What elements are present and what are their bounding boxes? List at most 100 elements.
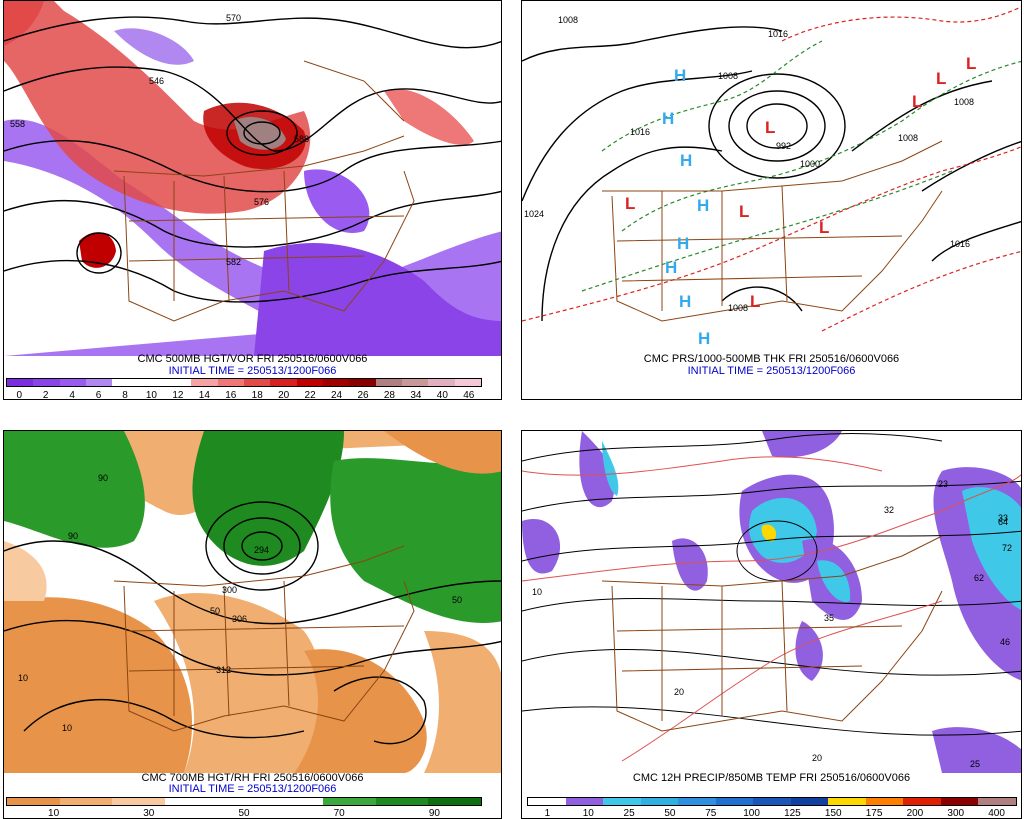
colorbar-label: 26 xyxy=(357,390,369,400)
colorbar-label: 175 xyxy=(865,808,883,819)
high-pressure-center: H xyxy=(677,234,689,253)
colorbar-swatch xyxy=(940,798,979,805)
colorbar-label: 50 xyxy=(664,808,676,819)
colorbar-swatch xyxy=(7,379,34,386)
high-pressure-center: H xyxy=(698,329,710,348)
colorbar-swatch xyxy=(565,798,604,805)
precip-value-label: 62 xyxy=(974,573,984,583)
isobar-label: 1016 xyxy=(630,127,650,137)
colorbar-label: 40 xyxy=(436,390,448,400)
precip-value-label: 33 xyxy=(998,513,1008,523)
colorbar-swatch xyxy=(349,379,376,386)
contour-label: 10 xyxy=(18,673,28,683)
map-700mb-rh: 306 312 300 294 50 10 90 90 50 10 xyxy=(4,431,501,773)
contour-label: 570 xyxy=(226,13,241,23)
colorbar-swatch xyxy=(270,379,297,386)
precip-value-label: 35 xyxy=(824,613,834,623)
colorbar-swatch xyxy=(112,379,139,386)
isobar-label: 1016 xyxy=(768,29,788,39)
low-pressure-center: L xyxy=(765,118,775,137)
high-pressure-center: H xyxy=(680,151,692,170)
colorbar-swatch xyxy=(164,379,192,386)
colorbar-swatch xyxy=(59,379,86,386)
low-markers: L L L L L L L L xyxy=(625,54,976,311)
colorbar-swatch xyxy=(217,379,244,386)
colorbar-swatch xyxy=(978,798,1016,805)
political-borders xyxy=(113,60,415,322)
colorbar-swatch xyxy=(112,798,166,805)
high-pressure-center: H xyxy=(674,66,686,85)
precip-fill xyxy=(522,431,1021,773)
panel-pressure-thickness: H H H H H H H H L L L L L L L L 1008 101… xyxy=(521,0,1022,400)
colorbar-swatch xyxy=(375,798,429,805)
colorbar-precip xyxy=(527,797,1017,806)
political-borders xyxy=(113,545,415,732)
contour-label: 558 xyxy=(10,119,25,129)
panel-500mb-vorticity: 558 546 576 582 588 570 CMC 500MB HGT/VO… xyxy=(3,0,502,400)
colorbar-label: 8 xyxy=(122,390,128,400)
contour-label: 546 xyxy=(149,76,164,86)
colorbar-swatch xyxy=(753,798,791,805)
colorbar-swatch xyxy=(903,798,941,805)
colorbar-swatch xyxy=(59,798,113,805)
height-contours xyxy=(4,16,501,303)
colorbar-label: 30 xyxy=(143,808,155,819)
low-pressure-center: L xyxy=(750,292,760,311)
colorbar-swatch xyxy=(7,798,60,805)
precip-value-label: 32 xyxy=(884,505,894,515)
colorbar-rh xyxy=(6,797,482,806)
low-pressure-center: L xyxy=(819,218,829,237)
high-pressure-center: H xyxy=(662,109,674,128)
thickness-lines xyxy=(522,6,1021,332)
low-pressure-center: L xyxy=(966,54,976,73)
high-pressure-center: H xyxy=(679,292,691,311)
panel-title: CMC 700MB HGT/RH FRI 250516/0600V066 xyxy=(141,772,364,784)
colorbar-swatch xyxy=(428,798,482,805)
colorbar-label: 34 xyxy=(410,390,422,400)
isobar-label: 1008 xyxy=(728,303,748,313)
colorbar-label: 200 xyxy=(906,808,924,819)
colorbar-swatch xyxy=(165,798,218,805)
contour-label: 306 xyxy=(232,614,247,624)
colorbar-label: 46 xyxy=(463,390,475,400)
high-pressure-center: H xyxy=(697,196,709,215)
colorbar-swatch xyxy=(217,798,271,805)
colorbar-label: 20 xyxy=(278,390,290,400)
colorbar-swatch xyxy=(715,798,754,805)
contour-label: 50 xyxy=(452,595,462,605)
colorbar-vorticity xyxy=(6,378,482,387)
temp-contour-label: 20 xyxy=(674,687,684,697)
vorticity-fill xyxy=(4,1,501,356)
colorbar-label: 6 xyxy=(95,390,102,400)
map-pressure-thickness: H H H H H H H H L L L L L L L L 1008 101… xyxy=(522,1,1021,356)
isobar-label: 1000 xyxy=(800,159,820,169)
colorbar-label: 75 xyxy=(705,808,717,819)
panel-initial-time: INITIAL TIME = 250513/1200F066 xyxy=(687,365,856,377)
colorbar-label: 70 xyxy=(333,808,345,819)
colorbar-label: 10 xyxy=(582,808,594,819)
precip-value-label: 25 xyxy=(970,759,980,769)
panel-title: CMC 500MB HGT/VOR FRI 250516/0600V066 xyxy=(137,353,368,365)
panel-title: CMC PRS/1000-500MB THK FRI 250516/0600V0… xyxy=(643,353,900,365)
colorbar-swatch xyxy=(33,379,60,386)
colorbar-label: 22 xyxy=(304,390,316,400)
temp-contour-label: 20 xyxy=(812,753,822,763)
panel-initial-time: INITIAL TIME = 250513/1200F066 xyxy=(168,783,337,795)
low-pressure-center: L xyxy=(739,202,749,221)
political-borders xyxy=(602,140,943,322)
colorbar-swatch xyxy=(428,379,455,386)
colorbar-label: 12 xyxy=(172,390,184,400)
map-precip-850temp: 32 35 23 72 64 62 46 33 25 20 20 10 xyxy=(522,431,1021,773)
colorbar-swatch xyxy=(296,379,323,386)
precip-value-label: 72 xyxy=(1002,543,1012,553)
panel-700mb-rh: 306 312 300 294 50 10 90 90 50 10 CMC 70… xyxy=(3,430,502,819)
isobars xyxy=(522,26,1021,322)
contour-label: 294 xyxy=(254,545,269,555)
colorbar-label: 16 xyxy=(225,390,237,400)
contour-label: 50 xyxy=(210,606,220,616)
colorbar-label: 400 xyxy=(988,808,1005,819)
colorbar-label: 18 xyxy=(251,390,263,400)
isobar-label: 1008 xyxy=(898,133,918,143)
colorbar-label: 90 xyxy=(428,808,440,819)
colorbar-label: 25 xyxy=(623,808,635,819)
